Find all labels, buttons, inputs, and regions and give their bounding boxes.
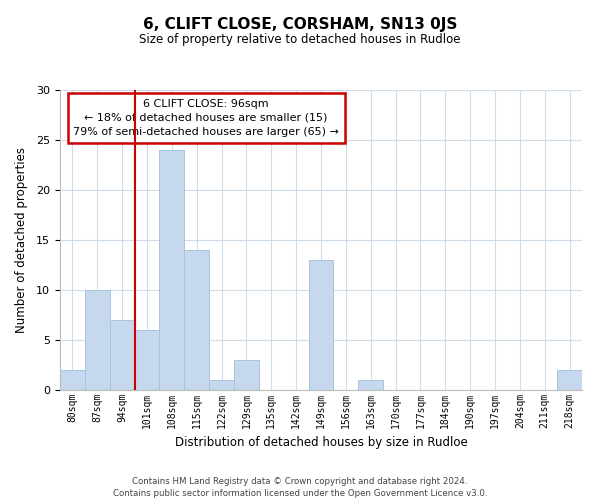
Bar [308,260,334,390]
Bar [184,250,209,390]
Bar [234,360,259,390]
Bar [60,370,85,390]
X-axis label: Distribution of detached houses by size in Rudloe: Distribution of detached houses by size … [175,436,467,450]
Text: Contains public sector information licensed under the Open Government Licence v3: Contains public sector information licen… [113,489,487,498]
Text: 6, CLIFT CLOSE, CORSHAM, SN13 0JS: 6, CLIFT CLOSE, CORSHAM, SN13 0JS [143,18,457,32]
Bar [85,290,110,390]
Bar [358,380,383,390]
Bar [209,380,234,390]
Bar [110,320,134,390]
Text: Size of property relative to detached houses in Rudloe: Size of property relative to detached ho… [139,32,461,46]
Text: Contains HM Land Registry data © Crown copyright and database right 2024.: Contains HM Land Registry data © Crown c… [132,478,468,486]
Text: 6 CLIFT CLOSE: 96sqm
← 18% of detached houses are smaller (15)
79% of semi-detac: 6 CLIFT CLOSE: 96sqm ← 18% of detached h… [73,99,339,137]
Bar [160,150,184,390]
Bar [134,330,160,390]
Y-axis label: Number of detached properties: Number of detached properties [15,147,28,333]
Bar [557,370,582,390]
